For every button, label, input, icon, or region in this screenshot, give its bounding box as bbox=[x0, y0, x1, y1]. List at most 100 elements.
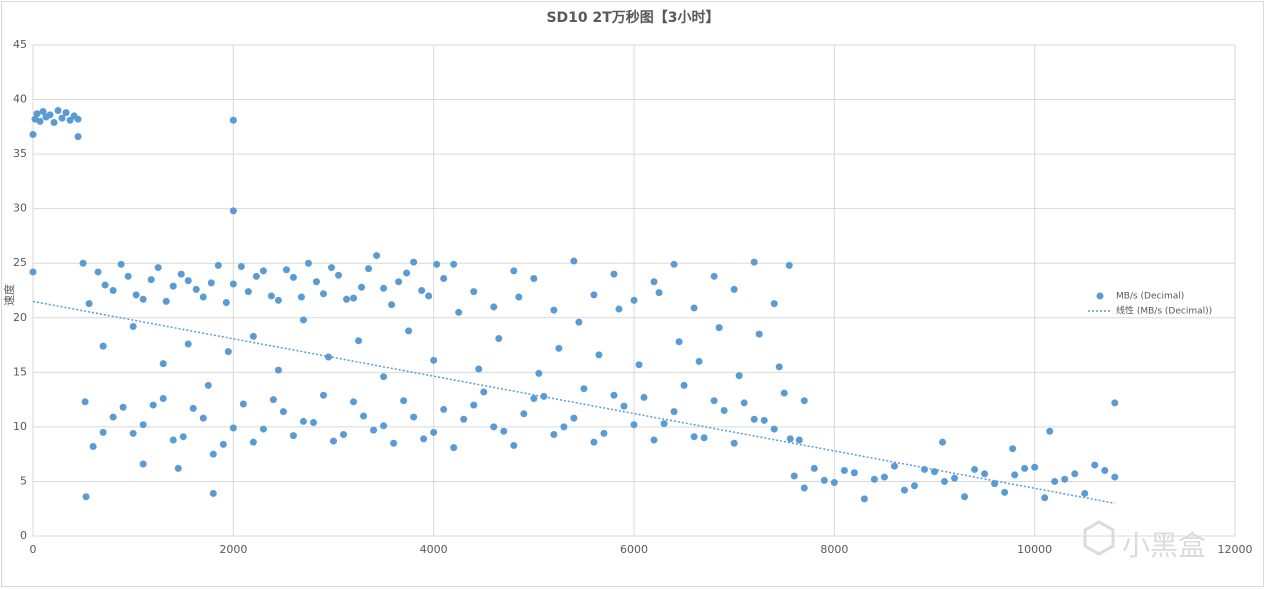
point bbox=[204, 381, 212, 389]
point bbox=[94, 268, 102, 276]
point bbox=[29, 268, 37, 276]
x-tick-label: 10000 bbox=[1017, 543, 1052, 556]
point bbox=[184, 277, 192, 285]
point bbox=[670, 260, 678, 268]
point bbox=[129, 323, 137, 331]
point bbox=[800, 397, 808, 405]
point bbox=[610, 391, 618, 399]
point bbox=[590, 291, 598, 299]
point bbox=[840, 467, 848, 475]
y-tick-label: 35 bbox=[13, 147, 27, 160]
point bbox=[269, 396, 277, 404]
point bbox=[358, 283, 366, 291]
point bbox=[420, 435, 428, 443]
point bbox=[575, 318, 583, 326]
point bbox=[39, 108, 47, 116]
point bbox=[800, 484, 808, 492]
y-tick-label: 40 bbox=[13, 93, 27, 106]
point bbox=[510, 441, 518, 449]
point bbox=[1111, 473, 1119, 481]
point bbox=[400, 397, 408, 405]
point bbox=[1101, 467, 1109, 475]
point bbox=[350, 294, 358, 302]
point bbox=[1041, 494, 1049, 502]
x-tick-label: 6000 bbox=[620, 543, 648, 556]
point bbox=[430, 428, 438, 436]
point bbox=[640, 393, 648, 401]
point bbox=[510, 267, 518, 275]
chart-title: SD10 2T万秒图【3小时】 bbox=[546, 9, 719, 26]
point bbox=[149, 401, 157, 409]
point bbox=[490, 423, 498, 431]
y-tick-label: 10 bbox=[13, 420, 27, 433]
point bbox=[124, 272, 132, 280]
point bbox=[403, 269, 411, 277]
point bbox=[715, 324, 723, 332]
point bbox=[425, 292, 433, 300]
point bbox=[179, 433, 187, 441]
point bbox=[154, 264, 162, 272]
point bbox=[249, 332, 257, 340]
point bbox=[219, 440, 227, 448]
point bbox=[720, 407, 728, 415]
point bbox=[259, 425, 267, 433]
point bbox=[870, 475, 878, 483]
point bbox=[249, 438, 257, 446]
point bbox=[540, 392, 548, 400]
point bbox=[700, 434, 708, 442]
point bbox=[770, 300, 778, 308]
point bbox=[74, 115, 82, 123]
point bbox=[530, 274, 538, 282]
point bbox=[490, 303, 498, 311]
point bbox=[570, 257, 578, 265]
point bbox=[189, 404, 197, 412]
point bbox=[910, 482, 918, 490]
point bbox=[860, 495, 868, 503]
point bbox=[730, 439, 738, 447]
point bbox=[355, 337, 363, 345]
point bbox=[33, 110, 41, 118]
point bbox=[279, 408, 287, 416]
point bbox=[595, 351, 603, 359]
point bbox=[365, 265, 373, 273]
point bbox=[304, 259, 312, 267]
y-tick-label: 45 bbox=[13, 38, 27, 51]
point bbox=[455, 308, 463, 316]
point bbox=[1011, 471, 1019, 479]
point bbox=[830, 479, 838, 487]
point bbox=[680, 381, 688, 389]
point bbox=[74, 133, 82, 141]
point bbox=[475, 365, 483, 373]
point bbox=[740, 399, 748, 407]
point bbox=[931, 468, 938, 476]
point bbox=[755, 330, 763, 338]
point bbox=[99, 342, 107, 350]
point bbox=[1091, 461, 1099, 469]
point bbox=[480, 388, 488, 396]
point bbox=[199, 414, 207, 422]
point bbox=[710, 397, 718, 405]
point bbox=[282, 266, 290, 274]
point bbox=[36, 117, 44, 125]
point bbox=[259, 267, 267, 275]
point bbox=[750, 258, 758, 266]
point bbox=[430, 356, 438, 364]
x-tick-label: 2000 bbox=[219, 543, 247, 556]
point bbox=[555, 344, 563, 352]
point bbox=[530, 395, 538, 403]
point bbox=[900, 486, 908, 494]
point bbox=[655, 289, 663, 297]
point bbox=[274, 296, 282, 304]
point bbox=[500, 427, 508, 435]
point bbox=[252, 272, 260, 280]
point bbox=[550, 431, 558, 439]
point bbox=[289, 273, 297, 281]
point bbox=[388, 301, 396, 309]
point bbox=[340, 431, 348, 439]
point bbox=[101, 281, 109, 289]
point bbox=[174, 464, 182, 472]
point bbox=[450, 260, 458, 268]
point bbox=[1071, 470, 1079, 478]
point bbox=[660, 420, 668, 428]
point bbox=[222, 299, 230, 307]
